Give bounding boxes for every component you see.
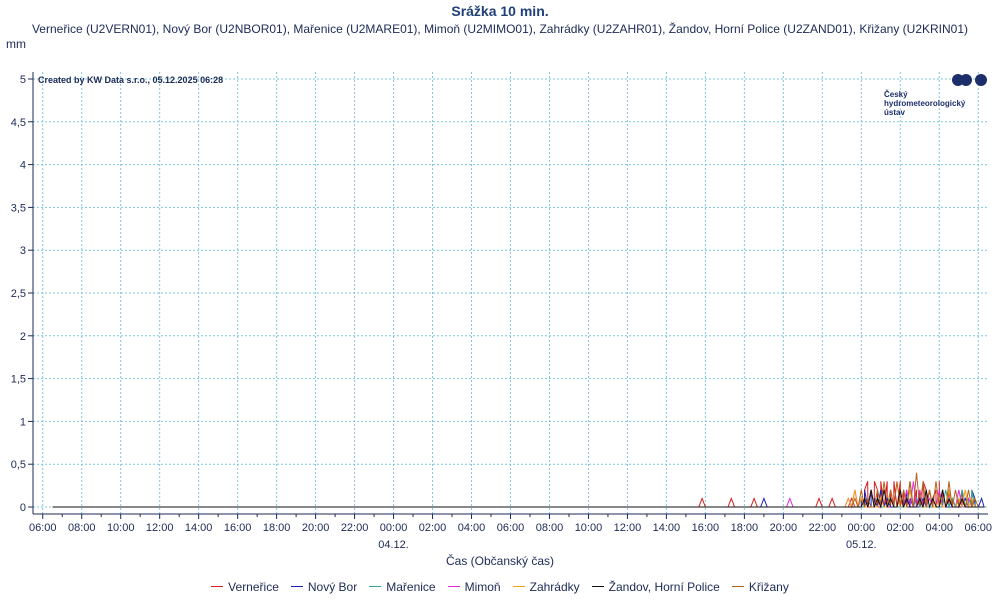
legend-item: Křižany xyxy=(731,580,789,594)
logo-text-line-3: ústav xyxy=(884,108,905,117)
chart-title: Srážka 10 min. xyxy=(451,3,549,19)
chart-subtitle: Verneřice (U2VERN01), Nový Bor (U2NBOR01… xyxy=(31,22,969,36)
legend-swatch xyxy=(447,586,460,588)
series-line-6 xyxy=(52,489,985,509)
x-tick-label: 18:00 xyxy=(731,522,759,534)
x-tick-label: 04:00 xyxy=(926,522,954,534)
series-line-3 xyxy=(52,489,985,509)
y-tick-label: 1,5 xyxy=(11,374,26,386)
chmi-logo: Český hydrometeorologický ústav xyxy=(884,74,994,117)
legend-item: Mařenice xyxy=(369,580,436,594)
y-tick-label: 2 xyxy=(20,331,26,343)
logo-text-line-1: Český xyxy=(884,90,908,99)
x-tick-label: 20:00 xyxy=(770,522,798,534)
x-tick-label: 08:00 xyxy=(536,522,564,534)
x-tick-label: 18:00 xyxy=(263,522,291,534)
legend-swatch xyxy=(290,586,303,588)
x-tick-label: 00:00 xyxy=(848,522,876,534)
legend-label: Nový Bor xyxy=(307,580,358,594)
y-tick-label: 2,5 xyxy=(11,288,26,300)
x-tick-label: 20:00 xyxy=(302,522,330,534)
x-tick-label: 14:00 xyxy=(653,522,681,534)
legend-item: Verneřice xyxy=(211,580,279,594)
legend-item: Žandov, Horní Police xyxy=(591,580,720,594)
legend-item: Nový Bor xyxy=(290,580,358,594)
x-tick-label: 10:00 xyxy=(107,522,135,534)
x-tick-label: 22:00 xyxy=(341,522,369,534)
y-tick-label: 1 xyxy=(20,416,26,428)
series-line-5 xyxy=(52,489,985,509)
legend-label: Žandov, Horní Police xyxy=(608,580,720,594)
legend-label: Křižany xyxy=(748,580,789,594)
x-tick-label: 16:00 xyxy=(224,522,252,534)
x-axis-title: Čas (Občanský čas) xyxy=(445,554,555,568)
x-tick-label: 04:00 xyxy=(458,522,486,534)
x-tick-label: 14:00 xyxy=(185,522,213,534)
y-tick-label: 4 xyxy=(20,160,26,172)
legend-item: Mimoň xyxy=(447,580,501,594)
y-tick-label: 4,5 xyxy=(11,117,26,129)
legend-label: Mimoň xyxy=(464,580,501,594)
logo-text-line-2: hydrometeorologický xyxy=(884,99,966,108)
legend-swatch xyxy=(369,586,382,588)
x-tick-label: 00:00 xyxy=(380,522,408,534)
x-tick-label: 16:00 xyxy=(692,522,720,534)
y-tick-label: 5 xyxy=(20,74,26,86)
legend-label: Zahrádky xyxy=(529,580,580,594)
series-line-4 xyxy=(52,481,985,509)
x-tick-label: 02:00 xyxy=(887,522,915,534)
legend-label: Mařenice xyxy=(386,580,436,594)
x-tick-label: 06:00 xyxy=(964,522,992,534)
legend-label: Verneřice xyxy=(228,580,279,594)
chart-legend: Verneřice Nový Bor Mařenice Mimoň Zahrádky Ža… xyxy=(0,580,1000,594)
x-date-label: 04.12. xyxy=(378,539,409,551)
legend-item: Zahrádky xyxy=(512,580,580,594)
legend-swatch xyxy=(211,586,224,588)
series-line-7 xyxy=(52,472,985,509)
x-tick-label: 06:00 xyxy=(497,522,525,534)
legend-swatch xyxy=(731,586,744,588)
x-tick-label: 22:00 xyxy=(809,522,837,534)
x-tick-label: 02:00 xyxy=(419,522,447,534)
series-line-2 xyxy=(52,489,985,508)
legend-swatch xyxy=(591,586,604,588)
x-tick-label: 12:00 xyxy=(614,522,642,534)
x-tick-label: 10:00 xyxy=(575,522,603,534)
y-axis-unit-label: mm xyxy=(6,37,26,51)
x-tick-label: 12:00 xyxy=(146,522,174,534)
y-tick-label: 0,5 xyxy=(11,459,26,471)
series-line-1 xyxy=(52,481,985,508)
logo-dots-icon xyxy=(884,74,994,88)
y-tick-label: 0 xyxy=(20,502,26,514)
y-tick-label: 3,5 xyxy=(11,202,26,214)
x-tick-label: 08:00 xyxy=(68,522,96,534)
credit-text: Created by KW Data s.r.o., 05.12.2025 06… xyxy=(38,75,224,85)
y-tick-label: 3 xyxy=(20,245,26,257)
x-date-label: 05.12. xyxy=(846,539,877,551)
x-tick-label: 06:00 xyxy=(29,522,57,534)
legend-swatch xyxy=(512,586,525,588)
